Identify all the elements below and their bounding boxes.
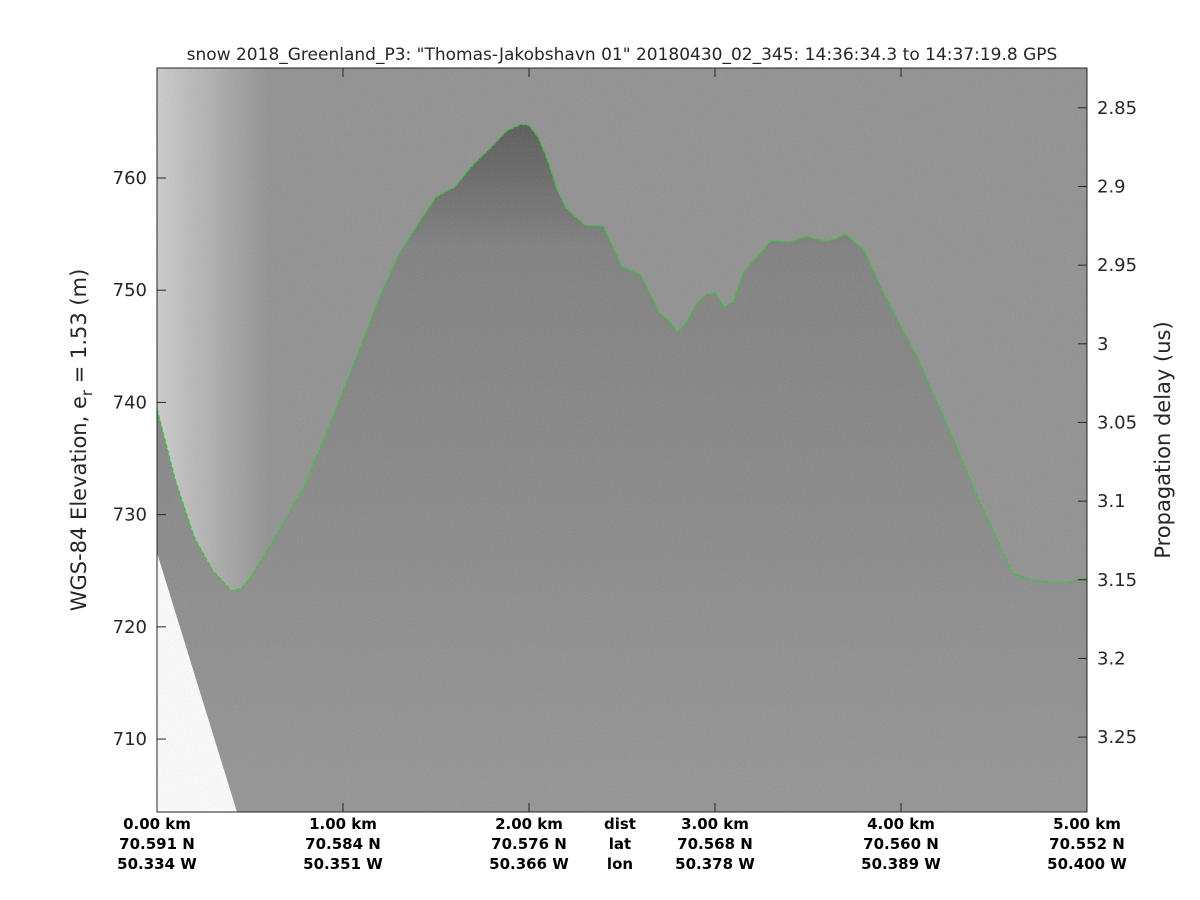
x-tick-label-lon: 50.351 W [303, 855, 383, 873]
x-axis: 0.00 km 70.591 N 50.334 W 1.00 km 70.584 N 50… [117, 68, 1127, 873]
right-tick-label: 3.2 [1097, 648, 1126, 669]
x-tick-label-lat: 70.552 N [1049, 835, 1125, 853]
left-y-axis: 710 720 730 740 750 760 [113, 168, 166, 750]
x-tick-label-dist: 3.00 km [681, 815, 749, 833]
right-tick-label: 2.95 [1097, 255, 1137, 276]
chart-title: snow 2018_Greenland_P3: "Thomas-Jakobsha… [187, 45, 1058, 65]
lon-caption: lon [607, 855, 633, 873]
x-tick-label-lon: 50.389 W [861, 855, 941, 873]
left-tick-label: 720 [113, 617, 147, 638]
right-tick-label: 3.25 [1097, 727, 1137, 748]
right-tick-label: 3.15 [1097, 570, 1137, 591]
right-tick-label: 2.9 [1097, 176, 1126, 197]
x-tick-label-lon: 50.366 W [489, 855, 569, 873]
x-tick-label-lat: 70.584 N [305, 835, 381, 853]
x-tick-label-lon: 50.334 W [117, 855, 197, 873]
left-tick-label: 760 [113, 168, 147, 189]
left-tick-label: 750 [113, 280, 147, 301]
x-tick-label-lat: 70.568 N [677, 835, 753, 853]
right-tick-label: 3 [1097, 334, 1108, 355]
x-tick-label-lat: 70.576 N [491, 835, 567, 853]
right-axis-label: Propagation delay (us) [1151, 321, 1175, 558]
left-tick-label: 740 [113, 392, 147, 413]
surface-pick-line [157, 123, 1087, 592]
right-tick-label: 3.1 [1097, 491, 1126, 512]
right-tick-label: 2.85 [1097, 98, 1137, 119]
x-tick-label-lat: 70.591 N [119, 835, 195, 853]
plot-frame [156, 67, 1088, 813]
x-tick-label-dist: 5.00 km [1053, 815, 1121, 833]
x-tick-label-lon: 50.378 W [675, 855, 755, 873]
x-tick-label-dist: 4.00 km [867, 815, 935, 833]
x-tick-label-dist: 2.00 km [495, 815, 563, 833]
x-tick-label-lat: 70.560 N [863, 835, 939, 853]
x-tick-label-dist: 1.00 km [309, 815, 377, 833]
right-tick-label: 3.05 [1097, 412, 1137, 433]
echogram-image [157, 68, 1087, 812]
right-y-axis: 2.85 2.9 2.95 3 3.05 3.1 3.15 3.2 3.25 [1078, 98, 1137, 748]
dist-caption: dist [604, 815, 636, 833]
echogram-grain [157, 68, 1087, 812]
left-tick-label: 710 [113, 729, 147, 750]
left-tick-label: 730 [113, 505, 147, 526]
x-tick-label-lon: 50.400 W [1047, 855, 1127, 873]
lat-caption: lat [609, 835, 631, 853]
x-row-captions: dist lat lon [604, 815, 636, 873]
left-axis-label: WGS-84 Elevation, er = 1.53 (m) [67, 269, 96, 612]
x-tick-label-dist: 0.00 km [123, 815, 191, 833]
